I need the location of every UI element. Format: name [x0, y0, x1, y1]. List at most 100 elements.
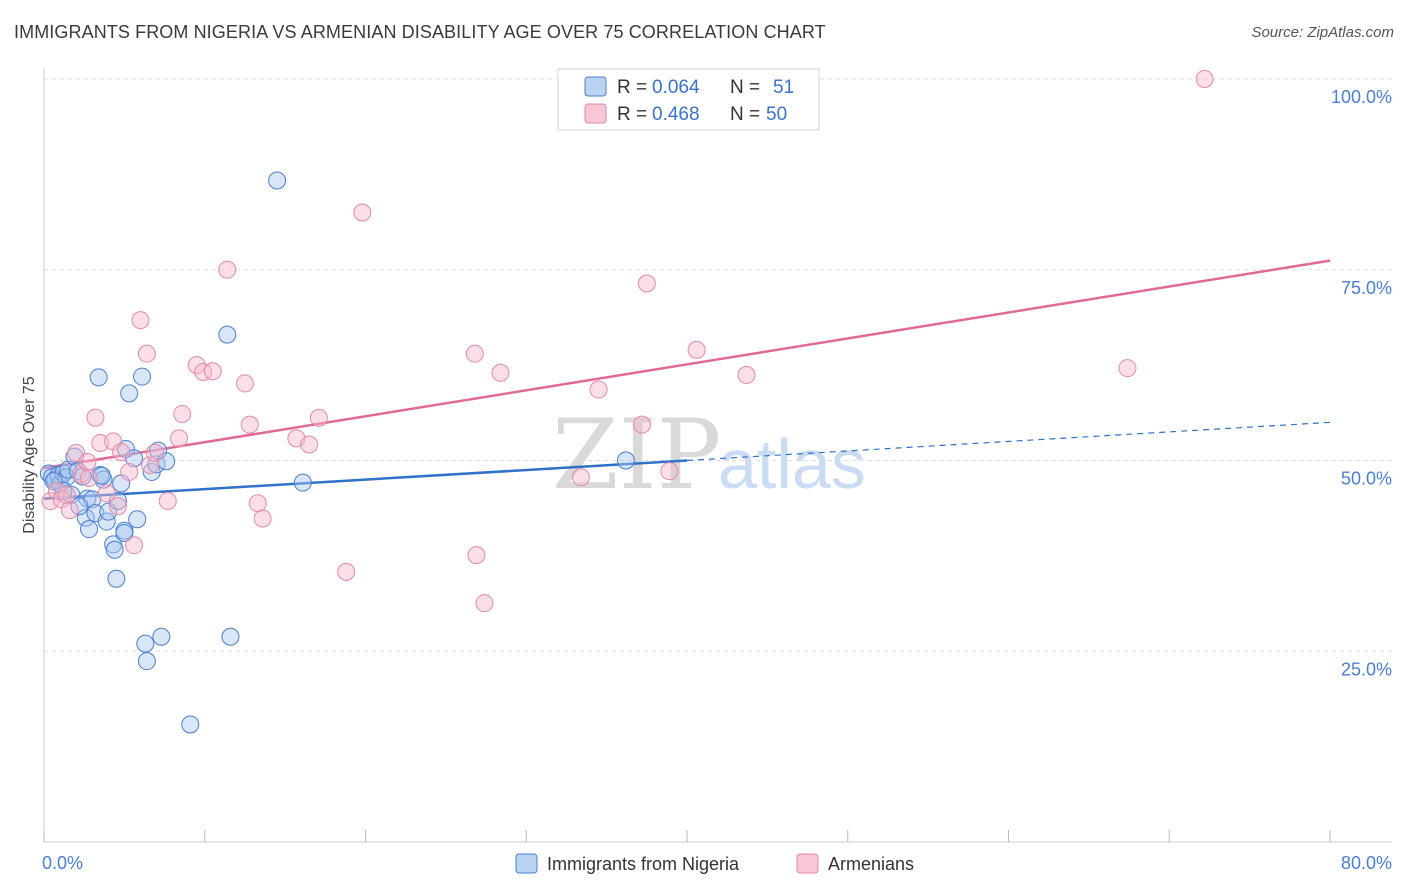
point-armenian-28: [248, 494, 267, 513]
axes: [43, 68, 1392, 843]
y-axis-label: Disability Age Over 75: [21, 376, 38, 534]
point-armenian-38: [491, 363, 510, 382]
legend-r-label-armenian: R =: [617, 104, 647, 125]
point-armenian-40: [589, 380, 608, 399]
point-armenian-37: [475, 594, 494, 613]
point-nigeria-46: [70, 497, 89, 516]
point-nigeria-44: [616, 451, 635, 470]
point-nigeria-14: [80, 520, 99, 539]
point-nigeria-23: [105, 540, 124, 559]
point-armenian-46: [1118, 359, 1137, 378]
trend-line-armenian: [43, 259, 1331, 470]
point-armenian-19: [158, 491, 177, 510]
legend-swatch-nigeria: [584, 76, 607, 97]
point-nigeria-42: [268, 171, 287, 190]
point-nigeria-12: [76, 508, 95, 527]
point-armenian-26: [235, 374, 254, 393]
point-nigeria-30: [128, 510, 147, 529]
bottom-legend-label-nigeria: Immigrants from Nigeria: [547, 854, 740, 874]
point-nigeria-28: [120, 384, 139, 403]
watermark-zip: ZIP: [552, 399, 721, 511]
series-legend: Immigrants from Nigeria Armenians: [515, 853, 914, 874]
point-armenian-16: [137, 344, 156, 363]
point-armenian-34: [353, 203, 372, 222]
point-armenian-8: [86, 408, 105, 427]
point-nigeria-49: [44, 472, 63, 491]
point-armenian-44: [687, 340, 706, 359]
legend-r-label-nigeria: R =: [617, 77, 647, 98]
point-nigeria-31: [133, 367, 152, 386]
point-armenian-48: [80, 469, 99, 488]
point-armenian-4: [60, 501, 79, 520]
point-armenian-31: [300, 435, 319, 454]
point-armenian-18: [145, 443, 164, 462]
point-nigeria-37: [152, 627, 171, 646]
point-armenian-33: [337, 562, 356, 581]
watermark-atlas: atlas: [718, 425, 866, 503]
point-armenian-14: [125, 536, 144, 555]
series-nigeria-points: [39, 171, 635, 734]
legend-n-label-nigeria: N =: [730, 77, 760, 98]
chart-source: Source: ZipAtlas.com: [1251, 24, 1394, 41]
x-ticks: [43, 830, 1331, 842]
y-tick-labels: 25.0% 50.0% 75.0% 100.0%: [1331, 87, 1392, 679]
point-armenian-39: [571, 468, 590, 487]
point-armenian-45: [737, 366, 756, 385]
bottom-legend-swatch-armenian: [796, 853, 819, 874]
point-armenian-22: [187, 356, 206, 375]
point-armenian-23: [194, 362, 213, 381]
trend-line-nigeria-extrapolated: [686, 421, 1331, 462]
point-nigeria-47: [107, 569, 126, 588]
point-armenian-27: [240, 415, 259, 434]
legend-n-value-armenian: 50: [766, 104, 787, 125]
point-armenian-7: [78, 453, 97, 472]
point-armenian-47: [1195, 70, 1214, 88]
point-armenian-49: [108, 497, 127, 516]
point-armenian-32: [309, 408, 328, 427]
point-armenian-3: [57, 485, 76, 504]
bottom-legend-swatch-nigeria: [515, 853, 538, 874]
point-armenian-43: [660, 462, 679, 481]
point-armenian-36: [467, 546, 486, 565]
y-tick-label-25: 25.0%: [1341, 659, 1392, 679]
y-tick-label-100: 100.0%: [1331, 87, 1392, 107]
legend-r-value-nigeria: 0.064: [652, 77, 700, 98]
chart-title: IMMIGRANTS FROM NIGERIA VS ARMENIAN DISA…: [14, 22, 826, 42]
trend-lines: [43, 259, 1331, 500]
point-armenian-42: [637, 274, 656, 293]
point-armenian-15: [131, 311, 150, 330]
point-armenian-9: [91, 433, 110, 452]
point-nigeria-33: [137, 652, 156, 671]
point-armenian-20: [170, 429, 189, 448]
series-armenian-points: [41, 70, 1214, 613]
legend-n-value-nigeria: 51: [773, 77, 794, 98]
y-tick-label-50: 50.0%: [1341, 469, 1392, 489]
point-nigeria-41: [221, 627, 240, 646]
point-armenian-17: [141, 456, 160, 475]
trend-line-nigeria: [43, 459, 688, 500]
x-tick-label-min: 0.0%: [42, 853, 83, 873]
point-armenian-12: [112, 443, 131, 462]
point-nigeria-17: [89, 368, 108, 387]
point-nigeria-32: [136, 634, 155, 653]
point-armenian-21: [173, 404, 192, 423]
point-nigeria-10: [68, 462, 87, 481]
stats-legend: R = 0.064 N = 51 R = 0.468 N = 50: [557, 68, 820, 131]
point-armenian-13: [120, 462, 139, 481]
legend-swatch-armenian: [584, 103, 607, 124]
point-armenian-41: [632, 415, 651, 434]
legend-r-value-armenian: 0.468: [652, 104, 700, 125]
point-armenian-24: [203, 362, 222, 381]
point-armenian-0: [41, 491, 60, 510]
point-armenian-29: [253, 509, 272, 528]
legend-n-label-armenian: N =: [730, 104, 760, 125]
point-nigeria-35: [147, 455, 166, 474]
grid-lines: [44, 78, 1392, 652]
y-tick-label-75: 75.0%: [1341, 278, 1392, 298]
point-nigeria-39: [181, 715, 200, 734]
point-armenian-1: [47, 482, 66, 501]
point-armenian-35: [465, 344, 484, 363]
x-tick-label-max: 80.0%: [1341, 853, 1392, 873]
point-nigeria-40: [218, 325, 237, 344]
